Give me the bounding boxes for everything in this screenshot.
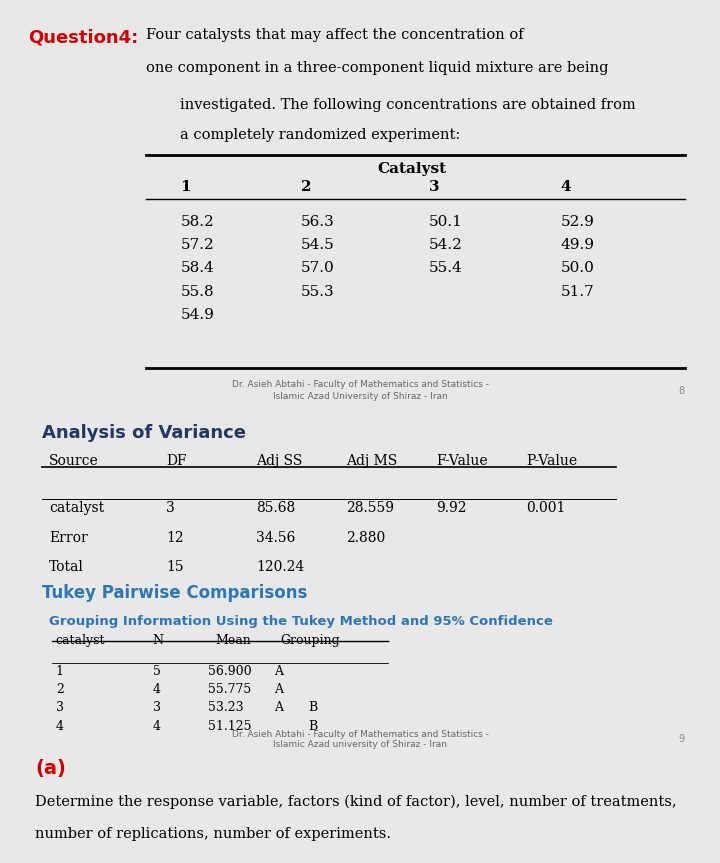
Text: B: B [308,702,318,715]
Text: 54.5: 54.5 [301,238,335,252]
Text: 55.8: 55.8 [180,285,214,299]
Text: 12: 12 [166,532,184,545]
Text: 34.56: 34.56 [256,532,296,545]
Text: 3: 3 [56,702,64,715]
Text: 58.4: 58.4 [180,261,214,275]
Text: F-Value: F-Value [436,454,487,469]
Text: 4: 4 [153,683,161,696]
Text: 50.0: 50.0 [560,261,594,275]
Text: A: A [274,665,283,677]
Text: 1: 1 [180,180,191,194]
Text: 56.900: 56.900 [208,665,251,677]
Text: 57.0: 57.0 [301,261,335,275]
Text: Adj MS: Adj MS [346,454,397,469]
Text: Source: Source [49,454,99,469]
Text: Question4:: Question4: [28,28,138,47]
Text: Catalyst: Catalyst [377,162,446,176]
Text: 2.880: 2.880 [346,532,385,545]
Text: Tukey Pairwise Comparisons: Tukey Pairwise Comparisons [42,584,307,602]
Text: Analysis of Variance: Analysis of Variance [42,424,246,442]
Text: 52.9: 52.9 [560,215,594,229]
Text: investigated. The following concentrations are obtained from: investigated. The following concentratio… [180,98,636,112]
Text: 2: 2 [301,180,312,194]
Text: Dr. Asieh Abtahi - Faculty of Mathematics and Statistics -: Dr. Asieh Abtahi - Faculty of Mathematic… [232,380,488,389]
Text: 55.4: 55.4 [429,261,463,275]
Text: Islamic Azad university of Shiraz - Iran: Islamic Azad university of Shiraz - Iran [273,740,447,749]
Text: one component in a three-component liquid mixture are being: one component in a three-component liqui… [145,61,608,75]
Text: A: A [274,702,283,715]
Text: 54.9: 54.9 [180,308,214,322]
Text: 0.001: 0.001 [526,501,565,515]
Text: A: A [274,683,283,696]
Text: 3: 3 [166,501,175,515]
Text: 56.3: 56.3 [301,215,335,229]
Text: (a): (a) [35,759,66,778]
Text: 4: 4 [560,180,571,194]
Text: 2: 2 [56,683,64,696]
Text: 49.9: 49.9 [560,238,595,252]
Text: Adj SS: Adj SS [256,454,302,469]
Text: Error: Error [49,532,88,545]
Text: number of replications, number of experiments.: number of replications, number of experi… [35,828,391,841]
Text: 9: 9 [679,734,685,744]
Text: 28.559: 28.559 [346,501,394,515]
Text: 3: 3 [153,702,161,715]
Text: 55.775: 55.775 [208,683,251,696]
Text: Total: Total [49,560,84,574]
Text: 120.24: 120.24 [256,560,305,574]
Text: catalyst: catalyst [49,501,104,515]
Text: a completely randomized experiment:: a completely randomized experiment: [180,128,461,142]
Text: 4: 4 [153,720,161,733]
Text: 55.3: 55.3 [301,285,335,299]
Text: DF: DF [166,454,187,469]
Text: 4: 4 [56,720,64,733]
Text: Grouping Information Using the Tukey Method and 95% Confidence: Grouping Information Using the Tukey Met… [49,614,553,628]
Text: 51.125: 51.125 [208,720,251,733]
Text: 85.68: 85.68 [256,501,296,515]
Text: 15: 15 [166,560,184,574]
Text: B: B [308,720,318,733]
Text: 3: 3 [429,180,440,194]
Text: catalyst: catalyst [56,634,105,647]
Text: 1: 1 [56,665,64,677]
Text: 5: 5 [153,665,161,677]
Text: Four catalysts that may affect the concentration of: Four catalysts that may affect the conce… [145,28,523,42]
Text: Mean: Mean [215,634,251,647]
Text: 8: 8 [679,386,685,396]
Text: P-Value: P-Value [526,454,577,469]
Text: 50.1: 50.1 [429,215,463,229]
Text: 58.2: 58.2 [180,215,214,229]
Text: N: N [153,634,163,647]
Text: Determine the response variable, factors (kind of factor), level, number of trea: Determine the response variable, factors… [35,795,677,809]
Text: 57.2: 57.2 [180,238,214,252]
Text: 54.2: 54.2 [429,238,463,252]
Text: Grouping: Grouping [281,634,341,647]
Text: 51.7: 51.7 [560,285,594,299]
Text: 9.92: 9.92 [436,501,467,515]
Text: 53.23: 53.23 [208,702,243,715]
Text: Islamic Azad University of Shiraz - Iran: Islamic Azad University of Shiraz - Iran [273,392,447,400]
Text: Dr. Asieh Abtahi - Faculty of Mathematics and Statistics -: Dr. Asieh Abtahi - Faculty of Mathematic… [232,730,488,740]
